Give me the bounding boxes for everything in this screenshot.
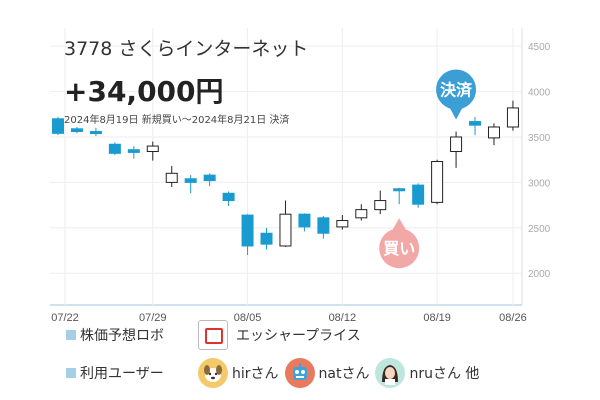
y-axis-ticks: 2000 2500 3000 3500 4000 4500 — [528, 42, 551, 280]
candle-body-up — [506, 107, 519, 128]
candle-body-up — [374, 200, 387, 211]
candle-body-up — [450, 136, 463, 153]
candle-body-down — [412, 184, 425, 205]
candle-body-down — [89, 131, 102, 135]
y-tick-label: 4000 — [528, 88, 551, 99]
candle-body-down — [393, 188, 406, 192]
buy-marker-bubble — [379, 228, 420, 269]
settle-marker-bubble — [436, 69, 477, 110]
candle-body-up — [336, 220, 349, 228]
x-tick-label: 07/22 — [51, 312, 79, 324]
user-name-hir[interactable]: hirさん — [232, 366, 279, 382]
robot-icon[interactable] — [284, 358, 315, 388]
user-name-nat[interactable]: natさん — [318, 366, 370, 382]
legend-square-icon — [66, 330, 76, 340]
trade-markers: 買い 決済 — [379, 69, 477, 269]
settle-marker-pointer — [449, 106, 464, 120]
trade-period: 2024年8月19日 新規買い〜2024年8月21日 決済 — [64, 115, 290, 126]
y-tick-label: 2000 — [528, 269, 551, 280]
robo-name[interactable]: エッシャープライス — [236, 328, 361, 344]
dog-icon[interactable] — [198, 358, 228, 388]
candle-body-down — [469, 121, 482, 126]
escher-logo-icon — [198, 320, 228, 350]
candle-body-up — [146, 145, 159, 153]
stock-title: 3778 さくらインターネット — [64, 38, 309, 60]
candle-body-down — [298, 213, 311, 228]
candle-body-up — [279, 213, 292, 247]
y-tick-label: 4500 — [528, 42, 551, 53]
candle-body-down — [108, 143, 121, 154]
profit-amount: +34,000円 — [64, 75, 224, 108]
buy-marker-pointer — [392, 218, 407, 231]
y-tick-label: 3500 — [528, 133, 551, 144]
candle-body-up — [165, 172, 178, 183]
user-name-nru[interactable]: nruさん 他 — [409, 366, 480, 382]
candles-group — [52, 100, 519, 256]
x-axis-ticks: 07/22 07/29 08/05 08/12 08/19 08/26 — [51, 312, 526, 324]
users-legend-row: 利用ユーザー hirさん natさん nruさん 他 — [66, 358, 485, 388]
legend-square-icon — [66, 368, 76, 378]
y-tick-label: 2500 — [528, 224, 551, 235]
x-tick-label: 08/12 — [329, 312, 357, 324]
x-tick-label: 08/05 — [234, 312, 262, 324]
robo-legend-row: 株価予想ロボ エッシャープライス — [66, 320, 361, 350]
x-tick-label: 07/29 — [139, 312, 167, 324]
candle-body-down — [222, 192, 235, 202]
candle-body-down — [52, 118, 64, 134]
girl-icon[interactable] — [375, 358, 406, 388]
candle-body-down — [317, 217, 330, 234]
candle-body-down — [184, 178, 197, 183]
buy-marker-label: 買い — [383, 239, 415, 258]
candle-body-down — [203, 174, 216, 182]
candle-body-down — [127, 149, 140, 153]
x-tick-label: 08/19 — [423, 312, 451, 324]
robo-label: 株価予想ロボ — [80, 328, 164, 344]
y-tick-label: 3000 — [528, 178, 551, 189]
candle-body-up — [487, 126, 500, 139]
candle-body-up — [355, 209, 368, 219]
x-tick-label: 08/26 — [499, 312, 527, 324]
settle-marker-label: 決済 — [440, 81, 473, 100]
candle-body-down — [260, 232, 273, 245]
candle-body-down — [241, 214, 254, 247]
users-label: 利用ユーザー — [80, 366, 164, 382]
candle-body-up — [431, 161, 444, 203]
candle-body-down — [70, 128, 83, 133]
